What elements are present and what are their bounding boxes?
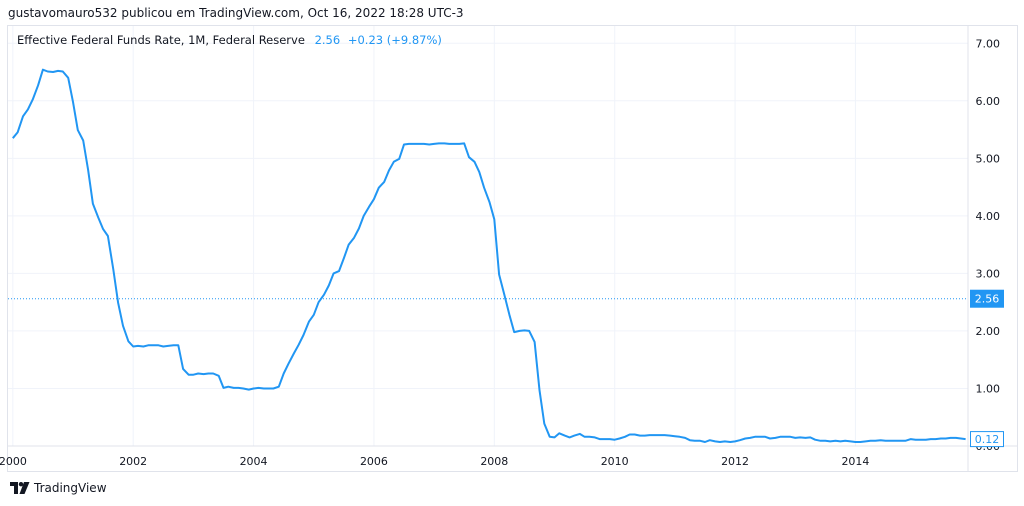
- last-value-badge: [970, 431, 1004, 448]
- legend-change: +0.23 (+9.87%): [347, 33, 442, 47]
- price-badge: [970, 289, 1004, 308]
- x-tick-label: 2010: [601, 455, 629, 468]
- tradingview-logo-icon: [10, 482, 30, 494]
- last-value-badge-label: 0.12: [975, 433, 1000, 446]
- y-tick-label: 7.00: [976, 37, 1001, 50]
- chart-attribution: gustavomauro532 publicou em TradingView.…: [8, 6, 464, 20]
- x-tick-label: 2014: [841, 455, 869, 468]
- y-tick-label: 1.00: [976, 382, 1001, 395]
- x-axis: 2000 2002 2004 2006 2008 2010 2012 2014: [0, 445, 1017, 468]
- y-tick-label: 4.00: [976, 210, 1001, 223]
- y-tick-label: 2.00: [976, 325, 1001, 338]
- series-group: [12, 68, 966, 443]
- y-tick-label: 5.00: [976, 152, 1001, 165]
- y-axis: 7.006.005.004.003.002.001.000.00: [967, 26, 1001, 471]
- axis-badges: 2.56 0.12: [970, 289, 1004, 448]
- series-line-federal-funds-rate: [12, 68, 966, 443]
- y-tick-label: 6.00: [976, 95, 1001, 108]
- legend-symbol: Effective Federal Funds Rate, 1M, Federa…: [17, 33, 305, 47]
- chart-frame: [7, 25, 1018, 472]
- x-tick-label: 2008: [480, 455, 508, 468]
- x-tick-label: 2006: [360, 455, 388, 468]
- price-badge-label: 2.56: [975, 293, 1000, 306]
- tradingview-branding[interactable]: TradingView: [10, 481, 107, 495]
- x-tick-label: 2004: [240, 455, 268, 468]
- tradingview-brand-label: TradingView: [34, 481, 107, 495]
- x-tick-label: 2002: [119, 455, 147, 468]
- x-tick-label: 2012: [721, 455, 749, 468]
- chart-legend[interactable]: Effective Federal Funds Rate, 1M, Federa…: [17, 33, 442, 47]
- legend-value: 2.56: [314, 33, 341, 47]
- x-tick-label: 2000: [0, 455, 27, 468]
- grid-lines: [8, 26, 968, 447]
- y-tick-label: 3.00: [976, 267, 1001, 280]
